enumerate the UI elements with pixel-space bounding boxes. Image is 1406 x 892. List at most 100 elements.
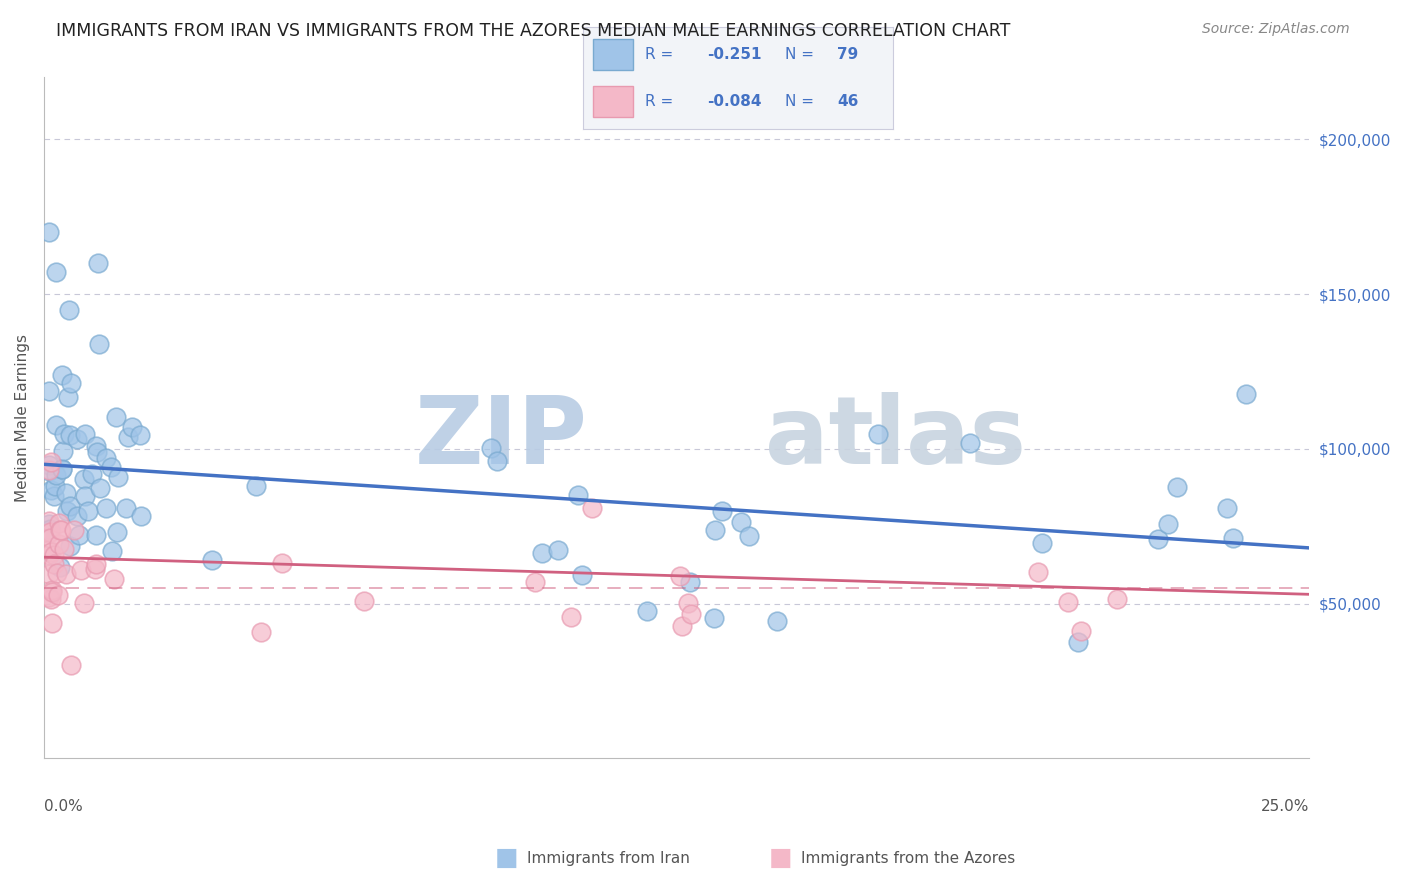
Point — [59, 499, 82, 513]
Point — [86, 256, 108, 270]
Point — [765, 614, 787, 628]
Point — [84, 557, 107, 571]
Point — [1067, 634, 1090, 648]
Point — [45, 417, 67, 432]
Point — [703, 611, 725, 625]
Point — [38, 514, 60, 528]
Text: ■: ■ — [769, 847, 792, 870]
Point — [38, 548, 60, 562]
Point — [44, 479, 66, 493]
Point — [245, 479, 267, 493]
Point — [45, 566, 67, 580]
Point — [59, 539, 82, 553]
Point — [63, 523, 86, 537]
Point — [94, 501, 117, 516]
Y-axis label: Median Male Earnings: Median Male Earnings — [15, 334, 30, 502]
Text: ■: ■ — [495, 847, 517, 870]
Text: 46: 46 — [837, 95, 859, 109]
Point — [73, 595, 96, 609]
Text: -0.251: -0.251 — [707, 47, 762, 62]
Text: atlas: atlas — [765, 392, 1026, 484]
Point — [51, 523, 73, 537]
Point — [1222, 531, 1244, 545]
Point — [52, 443, 75, 458]
Point — [271, 556, 294, 570]
Point — [531, 546, 554, 560]
Point — [39, 523, 62, 537]
Point — [60, 658, 83, 673]
Point — [51, 462, 73, 476]
Point — [46, 587, 69, 601]
Point — [38, 225, 60, 239]
Point — [129, 428, 152, 442]
Point — [44, 557, 66, 571]
Point — [65, 509, 87, 524]
Point — [679, 574, 702, 589]
Point — [669, 569, 692, 583]
Point — [73, 426, 96, 441]
Point — [105, 525, 128, 540]
Point — [59, 428, 82, 442]
Point — [38, 458, 60, 472]
Point — [1057, 594, 1080, 608]
Point — [39, 455, 62, 469]
Point — [39, 545, 62, 559]
Point — [45, 265, 67, 279]
Point — [1234, 387, 1257, 401]
Point — [129, 508, 152, 523]
Text: Immigrants from the Azores: Immigrants from the Azores — [801, 851, 1015, 865]
Text: 79: 79 — [837, 47, 859, 62]
Point — [67, 528, 90, 542]
Point — [38, 384, 60, 399]
Point — [58, 302, 80, 317]
Point — [48, 524, 70, 538]
Text: N =: N = — [785, 95, 814, 109]
Point — [567, 488, 589, 502]
Point — [84, 439, 107, 453]
Point — [82, 467, 104, 482]
Point — [959, 435, 981, 450]
Point — [52, 541, 75, 556]
Point — [66, 432, 89, 446]
Point — [479, 442, 502, 456]
Text: R =: R = — [645, 47, 673, 62]
Point — [866, 426, 889, 441]
Text: -0.084: -0.084 — [707, 95, 762, 109]
Point — [678, 596, 700, 610]
Point — [107, 470, 129, 484]
Point — [1070, 624, 1092, 638]
Point — [53, 426, 76, 441]
Point — [55, 486, 77, 500]
Text: ZIP: ZIP — [415, 392, 588, 484]
Point — [38, 462, 60, 476]
Point — [121, 419, 143, 434]
Point — [353, 594, 375, 608]
Point — [636, 604, 658, 618]
Text: 0.0%: 0.0% — [44, 799, 83, 814]
Point — [77, 504, 100, 518]
Point — [738, 529, 761, 543]
Point — [1157, 517, 1180, 532]
Text: Immigrants from Iran: Immigrants from Iran — [527, 851, 690, 865]
Point — [44, 489, 66, 503]
Point — [39, 532, 62, 546]
Point — [70, 563, 93, 577]
Point — [48, 560, 70, 574]
Text: 25.0%: 25.0% — [1261, 799, 1309, 814]
Point — [41, 616, 63, 631]
Point — [1107, 591, 1129, 606]
Point — [1216, 500, 1239, 515]
Point — [38, 523, 60, 537]
Point — [38, 464, 60, 478]
Text: Source: ZipAtlas.com: Source: ZipAtlas.com — [1202, 22, 1350, 37]
Point — [201, 553, 224, 567]
FancyBboxPatch shape — [593, 39, 633, 70]
Point — [38, 591, 60, 605]
Point — [671, 619, 693, 633]
Point — [249, 625, 271, 640]
Point — [51, 462, 73, 476]
Point — [1147, 532, 1170, 546]
Point — [1166, 480, 1188, 494]
Point — [100, 544, 122, 558]
Point — [58, 390, 80, 404]
